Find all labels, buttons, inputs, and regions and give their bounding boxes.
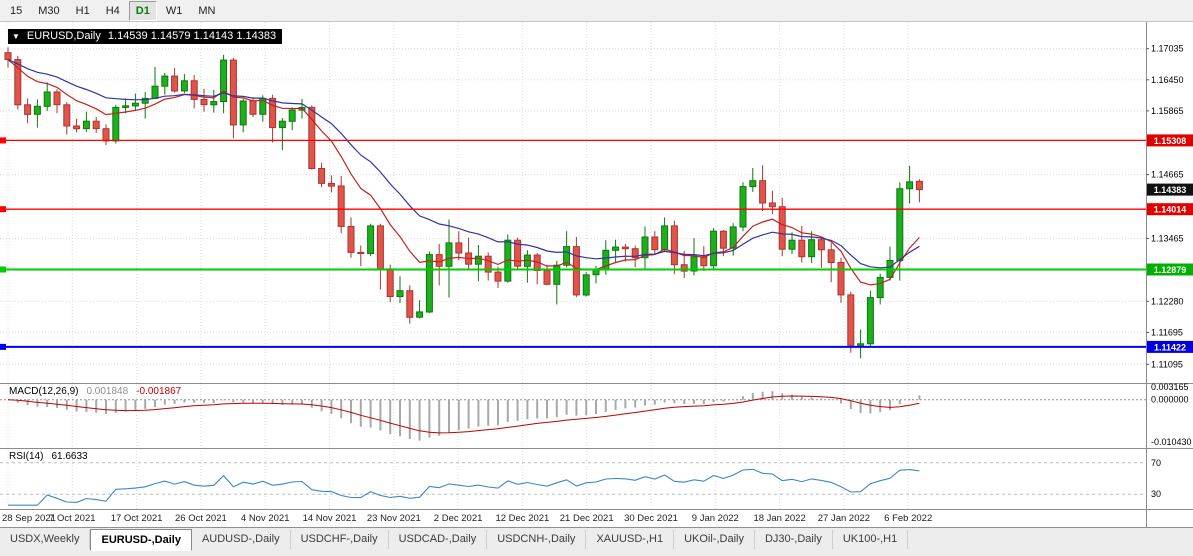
chart-tab-ukoil-daily[interactable]: UKOil-,Daily <box>674 530 755 549</box>
ohlc-values: 1.14539 1.14579 1.14143 1.14383 <box>107 30 277 42</box>
moving-averages <box>7 59 920 286</box>
timeframe-toolbar: 15 M30 H1 H4 D1 W1 MN <box>0 0 1193 22</box>
macd-title: MACD(12,26,9) <box>9 386 79 397</box>
chart-canvas[interactable]: 1.17035 1.16450 1.15865 1.14665 1.13465 1.122… <box>0 22 1193 527</box>
svg-text:23 Nov 2021: 23 Nov 2021 <box>367 513 421 524</box>
svg-text:9 Jan 2022: 9 Jan 2022 <box>692 513 739 524</box>
rsi-title: RSI(14) <box>9 451 44 462</box>
svg-text:70: 70 <box>1151 458 1161 468</box>
svg-text:12 Dec 2021: 12 Dec 2021 <box>495 513 549 524</box>
chart-tab-audusd-daily[interactable]: AUDUSD-,Daily <box>192 530 291 549</box>
timeframe-button-h4[interactable]: H4 <box>105 4 120 17</box>
candles <box>4 47 923 359</box>
timeframe-button-mn[interactable]: MN <box>198 4 216 17</box>
svg-text:1.14383: 1.14383 <box>1154 185 1187 195</box>
rsi-header: RSI(14) 61.6633 <box>9 451 88 462</box>
svg-text:1.13465: 1.13465 <box>1151 233 1184 243</box>
macd-indicator <box>0 391 1146 441</box>
timeframe-button-d1[interactable]: D1 <box>128 0 157 21</box>
panel-borders <box>0 22 1193 527</box>
svg-text:21 Dec 2021: 21 Dec 2021 <box>560 513 614 524</box>
svg-text:0.003165: 0.003165 <box>1151 382 1189 392</box>
macd-signal-value: -0.001867 <box>136 386 182 397</box>
svg-text:14 Nov 2021: 14 Nov 2021 <box>303 513 357 524</box>
chart-tab-usdcnh-daily[interactable]: USDCNH-,Daily <box>487 530 587 549</box>
svg-text:0.000000: 0.000000 <box>1151 395 1189 405</box>
svg-text:-0.010430: -0.010430 <box>1151 437 1192 447</box>
chart-tab-usdcad-daily[interactable]: USDCAD-,Daily <box>389 530 488 549</box>
rsi-indicator <box>0 462 1146 506</box>
svg-text:1.16450: 1.16450 <box>1151 75 1184 85</box>
price-lines <box>0 137 1146 350</box>
price-badges: 1.15308 1.14014 1.12879 1.11422 1.14383 <box>1147 134 1193 353</box>
svg-text:27 Jan 2022: 27 Jan 2022 <box>818 513 870 524</box>
chart-area[interactable]: 1.17035 1.16450 1.15865 1.14665 1.13465 1.122… <box>0 22 1193 527</box>
symbol-ohlc-badge: ▼ EURUSD,Daily 1.14539 1.14579 1.14143 1… <box>8 29 283 44</box>
svg-text:1.15308: 1.15308 <box>1154 136 1187 146</box>
svg-text:2 Dec 2021: 2 Dec 2021 <box>434 513 483 524</box>
svg-text:30: 30 <box>1151 489 1161 499</box>
svg-text:1.11695: 1.11695 <box>1151 327 1183 337</box>
svg-text:17 Oct 2021: 17 Oct 2021 <box>111 513 163 524</box>
timeframe-button-15[interactable]: 15 <box>10 4 23 17</box>
svg-text:1.14665: 1.14665 <box>1151 170 1184 180</box>
chart-tab-dj30-daily[interactable]: DJ30-,Daily <box>755 530 833 549</box>
chart-tab-uk100-h1[interactable]: UK100-,H1 <box>833 530 909 549</box>
svg-text:7 Oct 2021: 7 Oct 2021 <box>49 513 95 524</box>
svg-text:1.11095: 1.11095 <box>1151 359 1183 369</box>
timeframe-button-h1[interactable]: H1 <box>75 4 90 17</box>
svg-text:1.11422: 1.11422 <box>1154 342 1186 352</box>
svg-text:28 Sep 2021: 28 Sep 2021 <box>2 513 56 524</box>
chart-tab-usdchf-daily[interactable]: USDCHF-,Daily <box>291 530 389 549</box>
macd-header: MACD(12,26,9) 0.001848 -0.001867 <box>9 386 181 397</box>
svg-text:1.14014: 1.14014 <box>1154 205 1187 215</box>
symbol-title: EURUSD,Daily <box>26 30 101 42</box>
chart-tabs-bar: USDX,Weekly EURUSD-,Daily AUDUSD-,Daily USD… <box>0 527 1193 556</box>
timeframe-button-w1[interactable]: W1 <box>165 4 183 17</box>
svg-text:1.17035: 1.17035 <box>1151 44 1184 54</box>
svg-text:1.12280: 1.12280 <box>1151 296 1184 306</box>
chart-tab-usdx-weekly[interactable]: USDX,Weekly <box>0 530 91 549</box>
rsi-value: 61.6633 <box>51 451 88 462</box>
dropdown-arrow-icon[interactable]: ▼ <box>12 31 20 41</box>
svg-text:6 Feb 2022: 6 Feb 2022 <box>884 513 932 524</box>
timeframe-button-m30[interactable]: M30 <box>38 4 60 17</box>
chart-tab-eurusd-daily[interactable]: EURUSD-,Daily <box>90 529 192 551</box>
svg-text:1.12879: 1.12879 <box>1154 265 1187 275</box>
svg-text:30 Dec 2021: 30 Dec 2021 <box>624 513 678 524</box>
svg-text:4 Nov 2021: 4 Nov 2021 <box>241 513 290 524</box>
chart-tab-xauusd-h1[interactable]: XAUUSD-,H1 <box>586 530 675 549</box>
macd-main-value: 0.001848 <box>86 386 129 397</box>
svg-text:1.15865: 1.15865 <box>1151 106 1184 116</box>
svg-text:18 Jan 2022: 18 Jan 2022 <box>753 513 805 524</box>
price-scale: 1.17035 1.16450 1.15865 1.14665 1.13465 1.122… <box>1146 44 1192 499</box>
svg-text:26 Oct 2021: 26 Oct 2021 <box>175 513 227 524</box>
